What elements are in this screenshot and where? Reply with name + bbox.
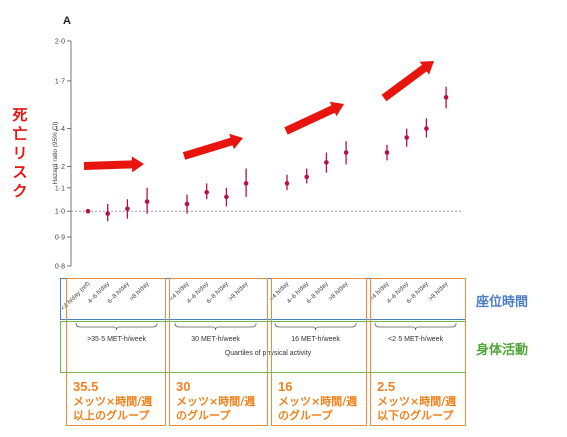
data-point xyxy=(184,201,190,207)
data-point xyxy=(125,206,130,212)
data-point xyxy=(284,181,290,186)
data-point xyxy=(105,211,110,216)
mortality-risk-label: 死亡リスク xyxy=(12,106,28,200)
activity-group-label: >35·5 MET-h/week xyxy=(87,336,146,343)
y-tick-label: 1·2 xyxy=(55,164,65,171)
y-tick-label: 1·1 xyxy=(55,185,65,192)
group-box-4: 2.5 メッツ×時間/週 以下のグループ xyxy=(370,278,466,426)
data-point xyxy=(384,150,390,155)
group-brace xyxy=(174,322,257,331)
y-tick-label: 0·9 xyxy=(55,235,65,242)
group-4-number: 2.5 xyxy=(377,379,396,394)
panel-label: A xyxy=(63,15,71,27)
trend-arrow xyxy=(381,61,434,102)
trend-arrow xyxy=(284,101,344,135)
data-point xyxy=(144,199,150,204)
group-1-desc: メッツ×時間/週 以上のグループ xyxy=(73,395,153,422)
activity-group-label: 30 MET-h/week xyxy=(191,336,240,343)
y-tick-label: 0·8 xyxy=(55,264,65,271)
group-2-desc: メッツ×時間/週 のグループ xyxy=(176,395,256,422)
data-point xyxy=(224,194,229,200)
group-brace xyxy=(75,322,158,331)
y-axis-label: Hazard ratio (95% CI) xyxy=(52,122,59,185)
data-point xyxy=(343,150,349,155)
trend-arrow xyxy=(182,133,243,160)
group-brace xyxy=(274,322,357,331)
activity-group-label: 16 MET-h/week xyxy=(291,336,340,343)
sitting-time-label: 座位時間 xyxy=(476,295,529,310)
y-tick-label: 2·0 xyxy=(55,39,65,46)
data-point xyxy=(243,181,249,186)
data-point xyxy=(404,135,410,140)
group-box-2: 30 メッツ×時間/週 のグループ xyxy=(169,278,268,426)
group-2-number: 30 xyxy=(176,379,191,394)
y-tick-label: 1·7 xyxy=(55,78,65,85)
data-point xyxy=(204,190,209,195)
group-4-desc: メッツ×時間/週 以下のグループ xyxy=(377,395,457,422)
group-box-1: 35.5 メッツ×時間/週 以上のグループ xyxy=(66,278,166,426)
data-point xyxy=(85,208,91,214)
group-3-number: 16 xyxy=(278,379,293,394)
trend-arrow xyxy=(83,156,144,173)
data-point xyxy=(443,95,449,100)
y-tick-label: 1·0 xyxy=(55,209,65,216)
data-point xyxy=(424,126,429,131)
x-axis-label: Quartiles of physical activity xyxy=(225,350,312,357)
group-brace xyxy=(374,322,457,331)
group-box-3: 16 メッツ×時間/週 のグループ xyxy=(271,278,367,426)
group-1-number: 35.5 xyxy=(73,379,99,394)
activity-group-label: <2·5 MET-h/week xyxy=(388,336,444,343)
group-3-desc: メッツ×時間/週 のグループ xyxy=(278,395,358,422)
y-tick-label: 1·4 xyxy=(55,126,65,133)
physical-activity-label: 身体活動 xyxy=(476,343,529,358)
data-point xyxy=(304,174,310,180)
data-point xyxy=(324,160,329,165)
